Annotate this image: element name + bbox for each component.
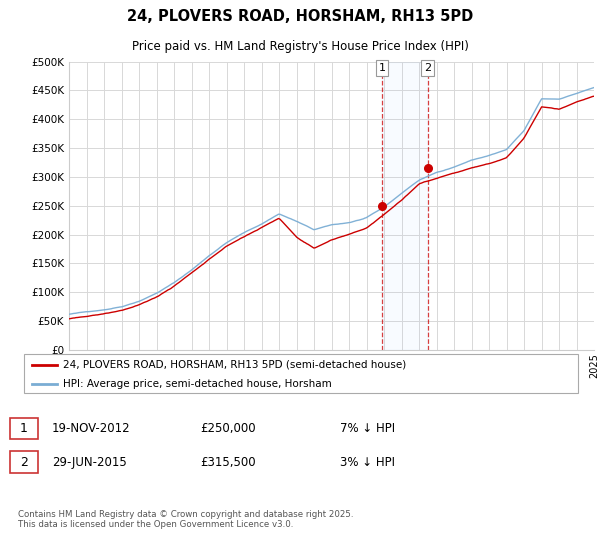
Text: 1: 1 <box>379 63 385 73</box>
FancyBboxPatch shape <box>10 418 38 440</box>
Text: 24, PLOVERS ROAD, HORSHAM, RH13 5PD (semi-detached house): 24, PLOVERS ROAD, HORSHAM, RH13 5PD (sem… <box>63 360 406 370</box>
Text: 24, PLOVERS ROAD, HORSHAM, RH13 5PD: 24, PLOVERS ROAD, HORSHAM, RH13 5PD <box>127 9 473 24</box>
Text: £315,500: £315,500 <box>200 456 256 469</box>
Bar <box>382 62 428 350</box>
FancyBboxPatch shape <box>10 451 38 473</box>
Text: £250,000: £250,000 <box>200 422 256 435</box>
Text: 7% ↓ HPI: 7% ↓ HPI <box>340 422 395 435</box>
Text: 2: 2 <box>424 63 431 73</box>
FancyBboxPatch shape <box>24 354 578 393</box>
Text: Contains HM Land Registry data © Crown copyright and database right 2025.
This d: Contains HM Land Registry data © Crown c… <box>18 510 353 529</box>
Text: 1: 1 <box>20 422 28 435</box>
Text: 2: 2 <box>20 456 28 469</box>
Text: 3% ↓ HPI: 3% ↓ HPI <box>340 456 395 469</box>
Text: 19-NOV-2012: 19-NOV-2012 <box>52 422 131 435</box>
Text: 29-JUN-2015: 29-JUN-2015 <box>52 456 127 469</box>
Text: HPI: Average price, semi-detached house, Horsham: HPI: Average price, semi-detached house,… <box>63 379 332 389</box>
Text: Price paid vs. HM Land Registry's House Price Index (HPI): Price paid vs. HM Land Registry's House … <box>131 40 469 53</box>
